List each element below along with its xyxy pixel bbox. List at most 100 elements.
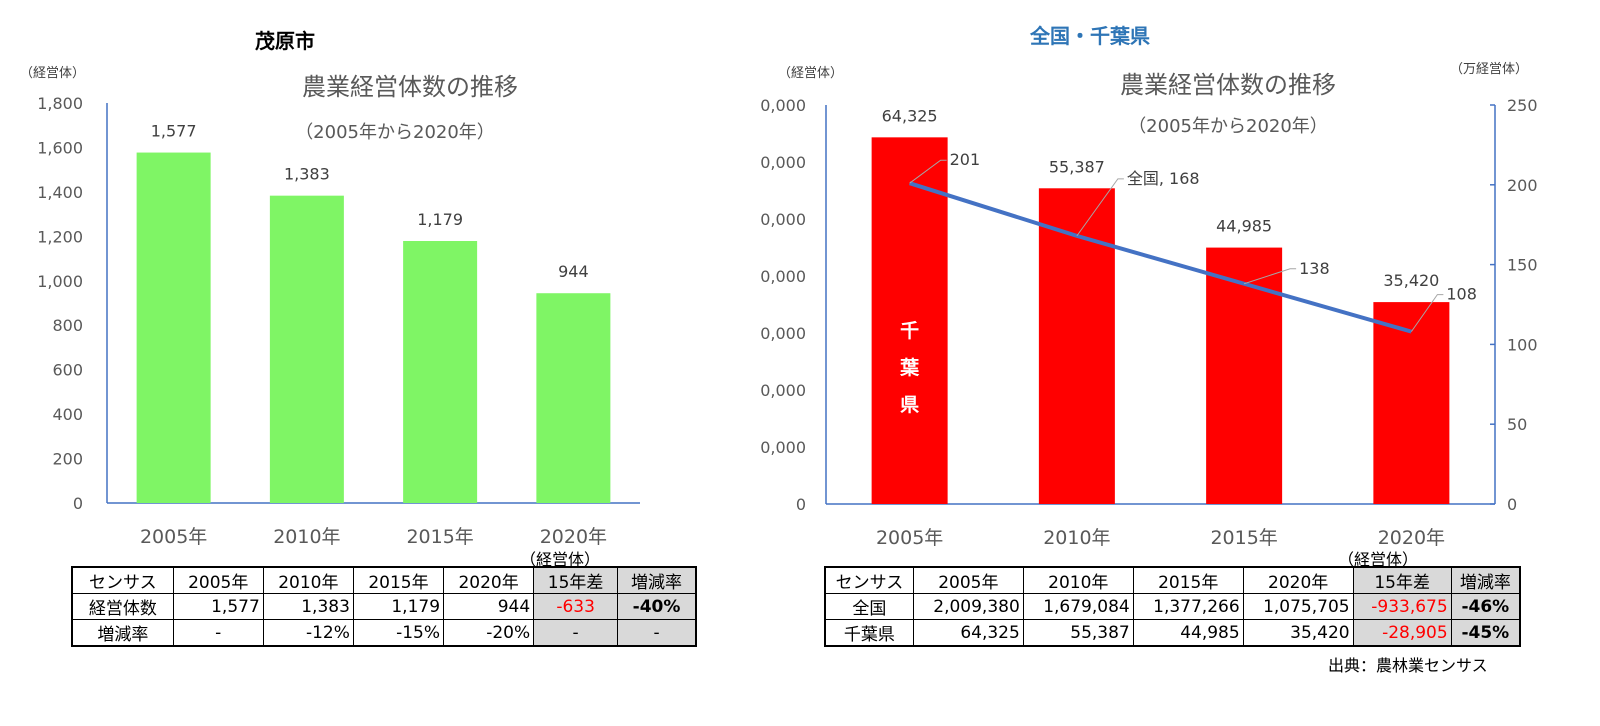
table-cell: 増減率: [617, 566, 697, 594]
data-label: 1,577: [151, 122, 197, 141]
y-tick-label: 1,200: [37, 227, 83, 246]
table-cell: -45%: [1450, 619, 1521, 647]
x-tick-label: 2010年: [1043, 527, 1110, 549]
chart-subtitle: （2005年から2020年）: [295, 122, 495, 143]
table-cell: -: [533, 619, 619, 647]
table-cell: 経営体数: [71, 593, 174, 620]
table-row: 経営体数 1,577 1,383 1,179 944 -633 -40%: [71, 593, 697, 620]
table-unit-label: （経営体）: [520, 550, 601, 569]
y-left-tick-label: 30,000: [760, 324, 806, 343]
table-cell: 全国: [824, 593, 914, 620]
bar: [269, 195, 344, 503]
table-row: 千葉県 64,325 55,387 44,985 35,420 -28,905 …: [824, 619, 1521, 647]
y-tick-label: 1,600: [37, 138, 83, 157]
x-tick-label: 2010年: [273, 526, 340, 548]
x-tick-label: 2015年: [406, 526, 473, 548]
x-tick-label: 2015年: [1210, 527, 1277, 549]
data-label-zenkoku: 全国, 168: [1127, 169, 1200, 188]
chart-title: 農業経営体数の推移: [302, 73, 518, 101]
table-cell: 千葉県: [824, 619, 914, 647]
table-cell: 2020年: [1242, 566, 1354, 594]
table-cell: 2,009,380: [912, 593, 1024, 620]
table-cell: -40%: [617, 593, 697, 620]
y-right-tick-label: 150: [1507, 256, 1538, 275]
table-cell: センサス: [824, 566, 914, 594]
y-left-tick-label: 60,000: [760, 153, 806, 172]
table-cell: 1,383: [262, 593, 354, 620]
table-cell: 1,179: [352, 593, 445, 620]
y-left-tick-label: 0: [796, 495, 806, 514]
data-label-zenkoku: 108: [1446, 285, 1477, 304]
table-header-row: センサス 2005年 2010年 2015年 2020年 15年差 増減率: [71, 566, 697, 594]
y-left-tick-label: 10,000: [760, 438, 806, 457]
x-tick-label: 2005年: [876, 527, 943, 549]
x-tick-label: 2005年: [140, 526, 207, 548]
mobara-table: センサス 2005年 2010年 2015年 2020年 15年差 増減率 経営…: [71, 566, 697, 647]
table-cell: 2010年: [262, 566, 354, 594]
table-header-row: センサス 2005年 2010年 2015年 2020年 15年差 増減率: [824, 566, 1521, 594]
y-left-tick-label: 70,000: [760, 96, 806, 115]
y-unit-label: （経営体）: [20, 66, 85, 81]
table-cell: 1,577: [172, 593, 264, 620]
source-note: 出典：農林業センサス: [1328, 656, 1488, 675]
table-cell: 55,387: [1022, 619, 1134, 647]
y-right-tick-label: 0: [1507, 495, 1517, 514]
bar: [536, 293, 611, 503]
table-cell: 増減率: [71, 619, 174, 647]
bar-inner-label-char: 葉: [899, 357, 920, 379]
y-unit-label-right: （万経営体）: [1450, 62, 1528, 77]
table-cell: -46%: [1450, 593, 1521, 620]
data-label-zenkoku: 201: [950, 150, 981, 169]
data-label-zenkoku: 138: [1299, 259, 1330, 278]
table-cell: 2020年: [443, 566, 535, 594]
y-tick-label: 1,000: [37, 272, 83, 291]
leader-line: [909, 159, 947, 184]
y-tick-label: 1,800: [37, 94, 83, 113]
zenkoku-chiba-chart: 全国・千葉県 （経営体） （万経営体） 農業経営体数の推移 （2005年から20…: [760, 24, 1538, 549]
y-tick-label: 200: [52, 450, 83, 469]
bar-chiba: [1206, 247, 1283, 504]
table-cell: 2005年: [912, 566, 1024, 594]
table-cell: 増減率: [1450, 566, 1521, 594]
table-cell: -28,905: [1352, 619, 1452, 647]
panel-title-zenkoku-chiba: 全国・千葉県: [1029, 24, 1150, 48]
y-right-tick-label: 250: [1507, 96, 1538, 115]
data-label-chiba: 55,387: [1049, 157, 1105, 176]
data-label: 944: [558, 262, 589, 281]
bar: [136, 152, 211, 504]
table-cell: -20%: [443, 619, 535, 647]
data-label-chiba: 35,420: [1383, 271, 1439, 290]
table-cell: 1,377,266: [1132, 593, 1244, 620]
y-right-tick-label: 100: [1507, 335, 1538, 354]
y-tick-label: 0: [73, 494, 83, 513]
y-right-tick-label: 50: [1507, 415, 1527, 434]
leader-line: [1076, 178, 1124, 237]
table-cell: 944: [443, 593, 535, 620]
chart-title: 農業経営体数の推移: [1120, 71, 1336, 99]
y-left-tick-label: 20,000: [760, 381, 806, 400]
y-tick-label: 600: [52, 361, 83, 380]
panel-title-mobara: 茂原市: [255, 29, 315, 53]
table-cell: センサス: [71, 566, 174, 594]
table-cell: -: [617, 619, 697, 647]
table-cell: 2015年: [1132, 566, 1244, 594]
y-unit-label-left: （経営体）: [778, 66, 843, 81]
y-right-tick-label: 200: [1507, 176, 1538, 195]
leader-line: [1410, 294, 1444, 332]
table-cell: -15%: [352, 619, 445, 647]
x-tick-label: 2020年: [1378, 527, 1445, 549]
bar-chiba: [1373, 302, 1450, 504]
table-cell: 2005年: [172, 566, 264, 594]
data-label: 1,383: [284, 165, 330, 184]
y-left-tick-label: 40,000: [760, 267, 806, 286]
chart-subtitle: （2005年から2020年）: [1128, 116, 1328, 137]
table-cell: -933,675: [1352, 593, 1452, 620]
y-tick-label: 400: [52, 405, 83, 424]
y-tick-label: 1,400: [37, 183, 83, 202]
bar-chiba: [1038, 188, 1115, 504]
table-cell: 64,325: [912, 619, 1024, 647]
bar-chiba: [871, 137, 948, 504]
table-cell: -: [172, 619, 264, 647]
table-unit-label: （経営体）: [1338, 550, 1419, 569]
bar: [403, 241, 478, 503]
